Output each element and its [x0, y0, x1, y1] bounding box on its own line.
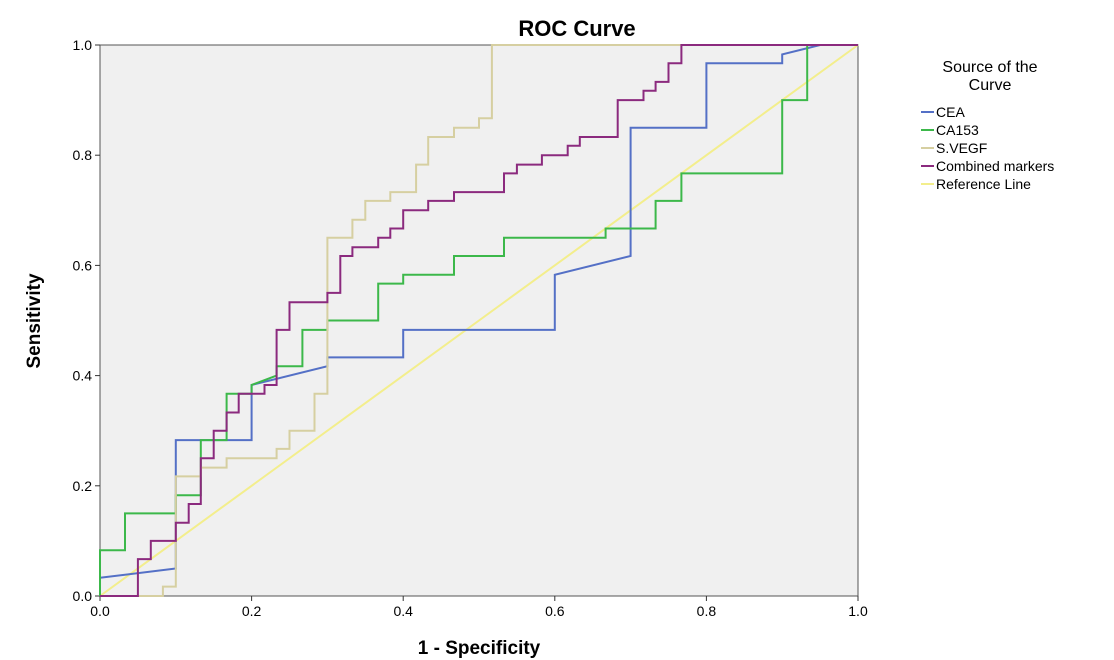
- chart-title: ROC Curve: [518, 16, 635, 41]
- x-tick-label: 0.0: [90, 603, 110, 619]
- y-tick-label: 0.4: [73, 368, 93, 384]
- y-tick-label: 1.0: [73, 37, 93, 53]
- legend-items: CEA CA153 S.VEGF Combined markers Reference …: [921, 104, 1054, 192]
- cea-line: [99, 44, 858, 596]
- y-axis-label: Sensitivity: [24, 273, 45, 368]
- y-tick-label: 0.6: [73, 257, 93, 273]
- x-tick-label: 0.4: [393, 603, 413, 619]
- x-tick-label: 0.2: [242, 603, 262, 619]
- y-tick-label: 0.8: [73, 147, 93, 163]
- x-tick-label: 0.8: [697, 603, 717, 619]
- legend-label-cea: CEA: [936, 104, 965, 120]
- series-lines: [99, 44, 859, 597]
- legend-title-line-2: Curve: [969, 77, 1012, 94]
- reference-line-line: [99, 44, 859, 597]
- legend-label-s-vegf: S.VEGF: [936, 140, 987, 156]
- x-tick-label: 1.0: [848, 603, 868, 619]
- legend-title-line-1: Source of the: [942, 59, 1037, 76]
- combined-markers-line: [100, 44, 858, 597]
- x-axis-label: 1 - Specificity: [418, 638, 541, 659]
- x-tick-label: 0.6: [545, 603, 565, 619]
- legend: Source of the Curve CEA CA153 S.VEGF Combin…: [921, 59, 1054, 192]
- y-tick-label: 0.2: [73, 478, 93, 494]
- y-tick-label: 0.0: [73, 588, 93, 604]
- legend-label-combined-markers: Combined markers: [936, 158, 1054, 174]
- legend-label-reference-line: Reference Line: [936, 176, 1031, 192]
- axis-ticks: 0.0 0.2 0.4 0.6 0.8 1.0 0.0 0.2 0.4 0.6 0.8 1.0: [73, 37, 868, 619]
- legend-label-ca153: CA153: [936, 122, 979, 138]
